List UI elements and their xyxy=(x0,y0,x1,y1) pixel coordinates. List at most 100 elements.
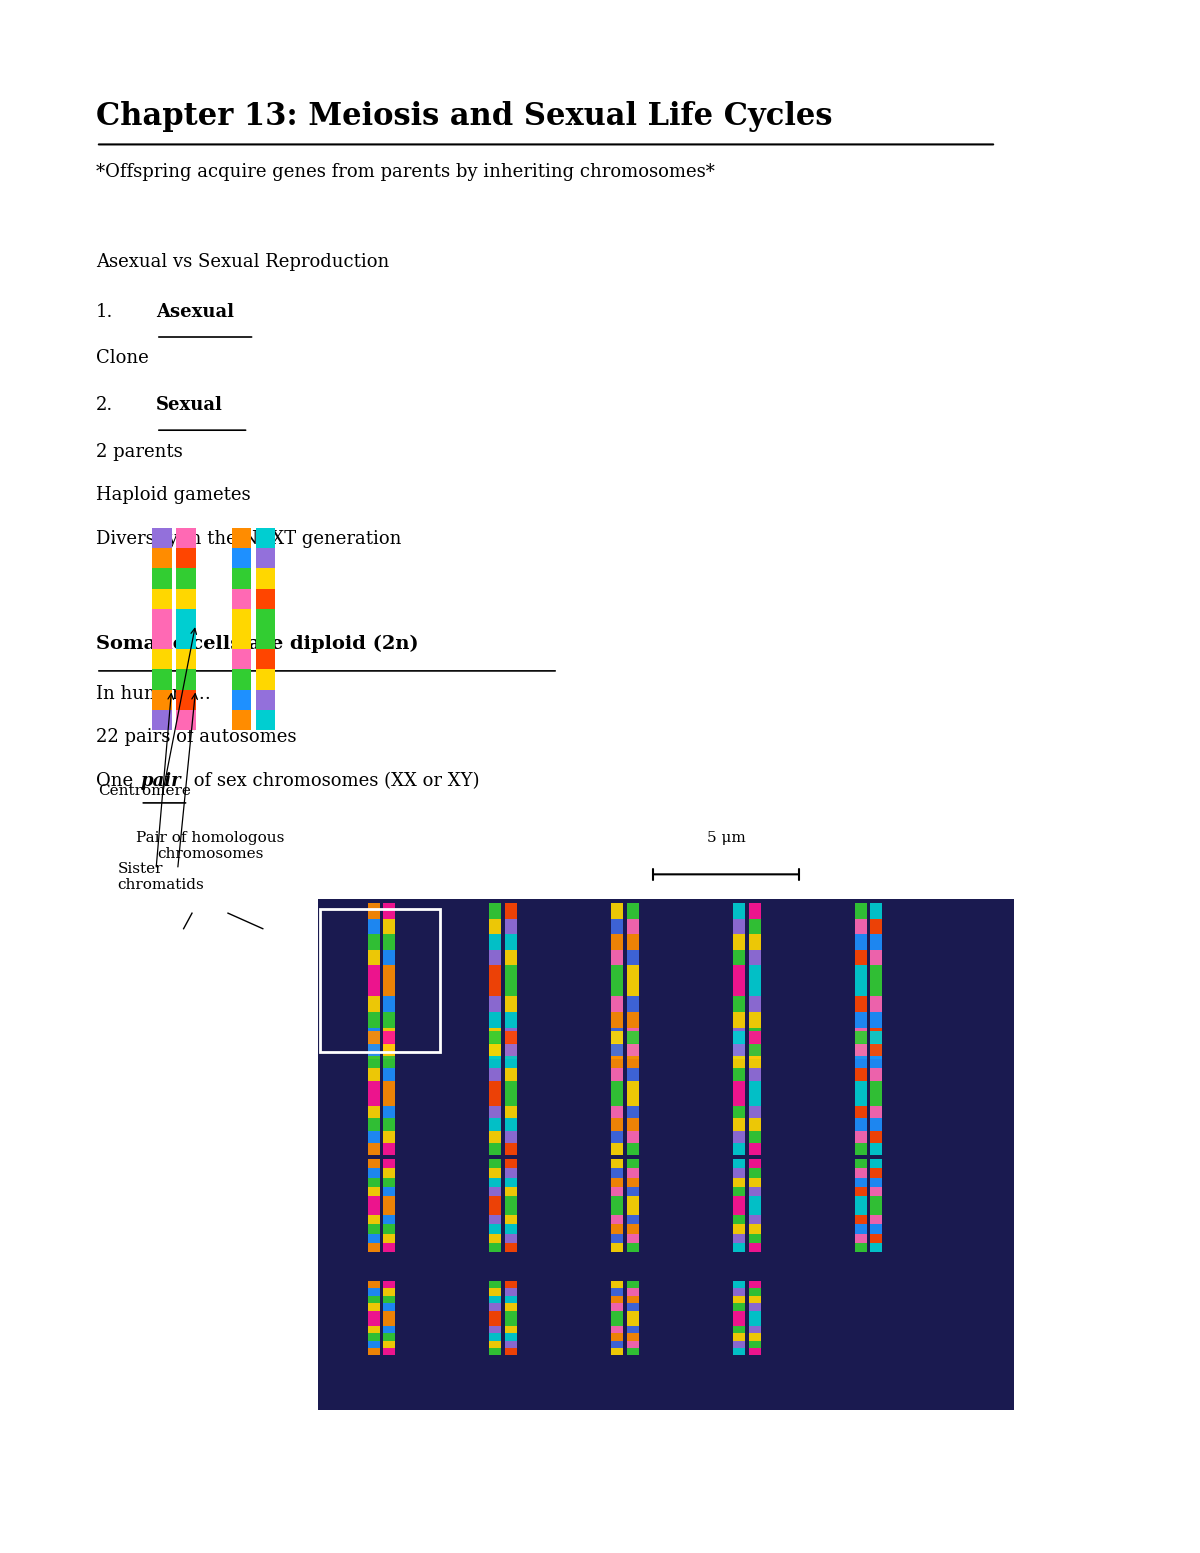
Bar xyxy=(383,1281,395,1289)
Bar xyxy=(611,1177,623,1186)
Bar xyxy=(626,981,638,997)
Bar xyxy=(367,1332,379,1340)
Bar xyxy=(733,1348,745,1356)
Bar xyxy=(870,1143,882,1155)
Bar xyxy=(490,1177,502,1186)
Bar xyxy=(870,904,882,919)
Bar xyxy=(626,1044,638,1059)
Bar xyxy=(383,1196,395,1205)
Bar xyxy=(870,1031,882,1044)
Bar xyxy=(626,1311,638,1318)
Bar xyxy=(870,1093,882,1106)
Bar xyxy=(176,710,196,730)
Bar xyxy=(383,1295,395,1303)
Bar xyxy=(733,1031,745,1044)
Bar xyxy=(367,904,379,919)
Text: pair: pair xyxy=(140,772,181,790)
Bar xyxy=(870,1242,882,1252)
Bar xyxy=(611,981,623,997)
Bar xyxy=(749,1093,761,1106)
Bar xyxy=(733,1295,745,1303)
Bar xyxy=(367,1168,379,1177)
Bar xyxy=(611,1318,623,1326)
Bar xyxy=(854,1131,866,1143)
Bar xyxy=(367,1311,379,1318)
Bar xyxy=(733,950,745,966)
Bar xyxy=(505,1332,517,1340)
Bar xyxy=(367,1118,379,1131)
Bar xyxy=(611,1295,623,1303)
Bar xyxy=(367,981,379,997)
Bar xyxy=(626,935,638,950)
Bar xyxy=(733,1168,745,1177)
Bar xyxy=(232,548,251,568)
Text: Diversity in the NEXT generation: Diversity in the NEXT generation xyxy=(96,530,401,548)
Bar xyxy=(505,1303,517,1311)
Bar xyxy=(626,904,638,919)
Bar xyxy=(490,1159,502,1168)
Bar xyxy=(490,966,502,981)
Bar xyxy=(626,1326,638,1332)
Bar xyxy=(733,1013,745,1028)
Bar xyxy=(626,1106,638,1118)
Bar xyxy=(367,1056,379,1068)
Bar xyxy=(367,935,379,950)
Text: 2.: 2. xyxy=(96,396,113,415)
Bar xyxy=(505,1143,517,1155)
Bar xyxy=(749,1332,761,1340)
Bar xyxy=(367,1214,379,1224)
Bar xyxy=(626,1224,638,1233)
Bar xyxy=(383,1031,395,1044)
Bar xyxy=(626,1168,638,1177)
Bar xyxy=(383,1233,395,1242)
Bar xyxy=(626,1093,638,1106)
Bar xyxy=(733,1332,745,1340)
Bar xyxy=(383,1068,395,1081)
Bar xyxy=(318,899,1014,1410)
Bar xyxy=(749,1031,761,1044)
Bar xyxy=(870,1106,882,1118)
Bar xyxy=(383,1326,395,1332)
Bar xyxy=(626,1186,638,1196)
Bar xyxy=(733,966,745,981)
Bar xyxy=(256,589,275,609)
Bar xyxy=(505,950,517,966)
Bar xyxy=(152,669,172,690)
Bar xyxy=(870,1205,882,1214)
Bar xyxy=(611,1031,623,1044)
Bar xyxy=(854,1013,866,1028)
Bar xyxy=(611,1013,623,1028)
Bar xyxy=(367,1295,379,1303)
Bar xyxy=(383,1177,395,1186)
Bar xyxy=(749,1196,761,1205)
Bar xyxy=(749,919,761,935)
Bar xyxy=(626,950,638,966)
Bar xyxy=(626,1143,638,1155)
Bar xyxy=(626,1068,638,1081)
Bar xyxy=(626,1031,638,1044)
Bar xyxy=(176,568,196,589)
Bar xyxy=(505,1068,517,1081)
Bar xyxy=(611,1093,623,1106)
Text: Haploid gametes: Haploid gametes xyxy=(96,486,251,505)
Bar xyxy=(176,528,196,548)
Bar xyxy=(490,1348,502,1356)
Bar xyxy=(749,1044,761,1056)
Bar xyxy=(611,1281,623,1289)
Bar xyxy=(490,904,502,919)
Bar xyxy=(490,1044,502,1056)
Bar xyxy=(626,997,638,1013)
Bar xyxy=(256,629,275,649)
Bar xyxy=(733,1028,745,1044)
Bar xyxy=(854,1186,866,1196)
Bar xyxy=(749,1303,761,1311)
Bar xyxy=(490,1118,502,1131)
Bar xyxy=(505,1031,517,1044)
Bar xyxy=(383,919,395,935)
Bar xyxy=(383,1044,395,1056)
Bar xyxy=(505,1311,517,1318)
Bar xyxy=(749,1289,761,1295)
Bar xyxy=(733,1242,745,1252)
Bar xyxy=(383,1205,395,1214)
Bar xyxy=(383,1106,395,1118)
